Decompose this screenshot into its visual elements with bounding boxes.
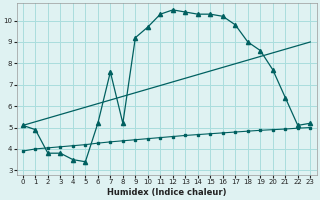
X-axis label: Humidex (Indice chaleur): Humidex (Indice chaleur) bbox=[107, 188, 226, 197]
